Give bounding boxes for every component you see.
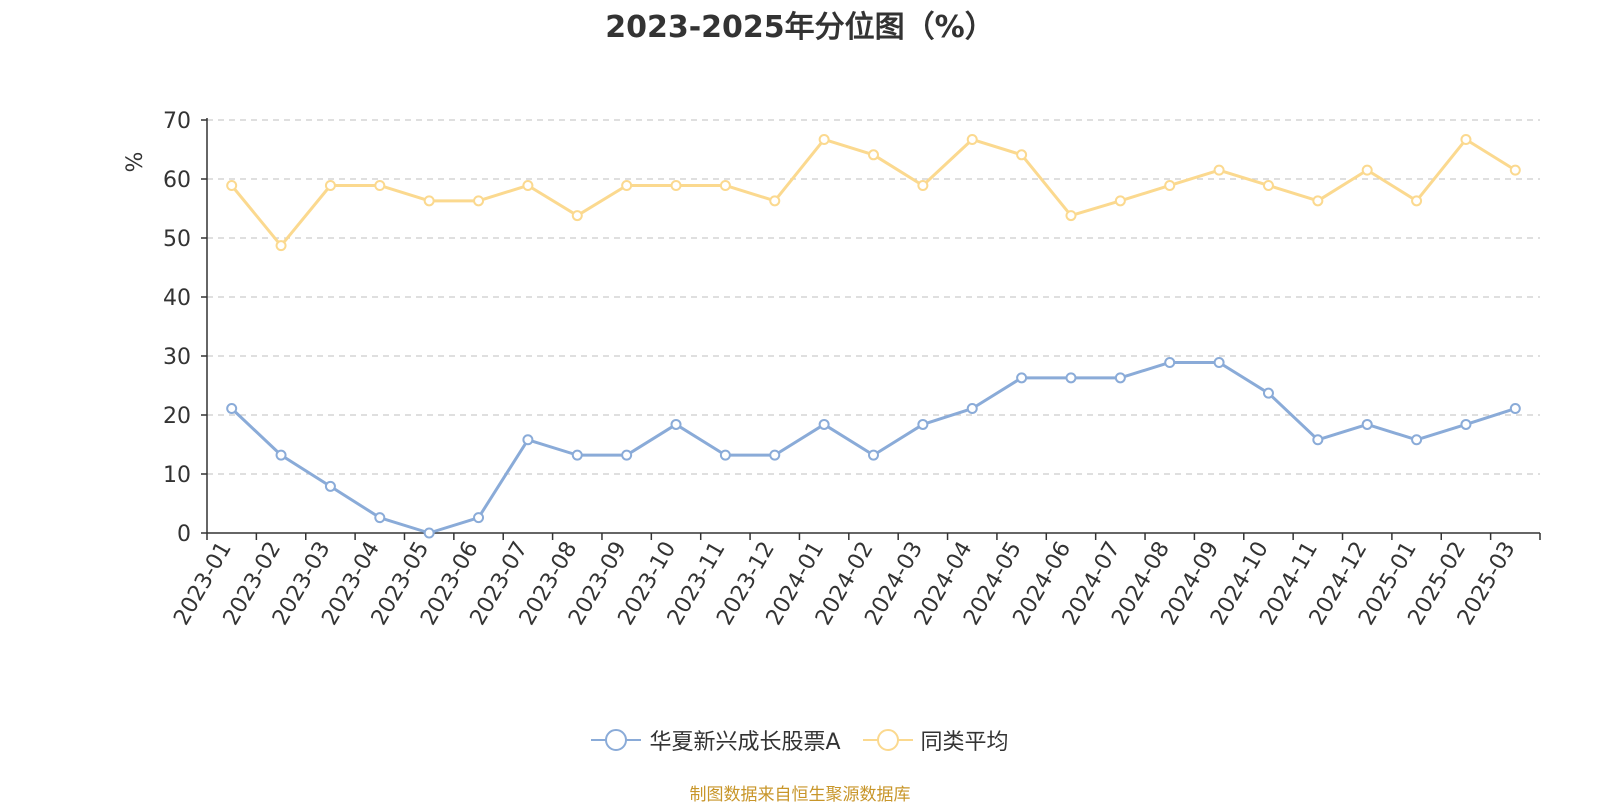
data-point-s0-2023-05[interactable] xyxy=(423,527,435,539)
data-point-s0-2024-04[interactable] xyxy=(966,403,978,415)
data-point-s0-2025-02[interactable] xyxy=(1460,418,1472,430)
data-point-s1-2023-05[interactable] xyxy=(423,195,435,207)
source-note: 制图数据来自恒生聚源数据库 xyxy=(689,785,911,805)
data-point-s0-2023-06[interactable] xyxy=(473,512,485,524)
y-axis-unit-label: % xyxy=(123,152,148,173)
data-point-s1-2023-10[interactable] xyxy=(670,179,682,191)
data-point-s0-2024-05[interactable] xyxy=(1016,372,1028,384)
data-point-s1-2024-12[interactable] xyxy=(1361,164,1373,176)
data-point-s0-2023-04[interactable] xyxy=(374,512,386,524)
data-point-s0-2023-12[interactable] xyxy=(769,449,781,461)
data-point-s1-2024-07[interactable] xyxy=(1114,195,1126,207)
data-point-s0-2024-02[interactable] xyxy=(868,449,879,461)
data-point-s0-2023-10[interactable] xyxy=(670,418,682,430)
data-point-s1-2023-04[interactable] xyxy=(374,179,386,191)
data-point-s0-2023-03[interactable] xyxy=(324,480,336,492)
data-point-s1-2023-03[interactable] xyxy=(324,179,336,191)
legend-label-average: 同类平均 xyxy=(920,730,1009,755)
data-point-s1-2024-10[interactable] xyxy=(1262,179,1274,191)
data-point-s1-2025-01[interactable] xyxy=(1411,195,1423,207)
data-point-s1-2024-01[interactable] xyxy=(818,133,830,145)
series-lines xyxy=(226,133,1521,539)
data-point-s0-2024-01[interactable] xyxy=(818,418,830,430)
y-tick-label-0: 0 xyxy=(177,522,191,547)
data-point-s0-2024-07[interactable] xyxy=(1114,372,1126,384)
data-point-s1-2024-09[interactable] xyxy=(1213,164,1225,176)
grid-lines xyxy=(207,119,1540,475)
data-point-s1-2025-02[interactable] xyxy=(1460,133,1472,145)
data-point-s1-2023-01[interactable] xyxy=(226,179,238,191)
data-point-s0-2023-08[interactable] xyxy=(571,449,583,461)
legend-item-fund[interactable]: 华夏新兴成长股票A xyxy=(591,724,841,756)
data-point-s1-2024-04[interactable] xyxy=(966,133,978,145)
data-point-s0-2024-08[interactable] xyxy=(1164,356,1176,368)
legend-label-fund: 华夏新兴成长股票A xyxy=(649,730,841,755)
data-point-s1-2023-06[interactable] xyxy=(473,195,485,207)
data-point-s0-2023-02[interactable] xyxy=(275,449,287,461)
data-point-s0-2024-03[interactable] xyxy=(917,418,929,430)
legend-marker-average-icon xyxy=(862,729,913,751)
y-tick-label-10: 10 xyxy=(163,463,191,488)
series-line-0 xyxy=(230,360,1516,535)
chart-legend: 华夏新兴成长股票A 同类平均 xyxy=(0,722,1600,758)
chart-title: 2023-2025年分位图（%） xyxy=(605,10,995,45)
data-point-s1-2023-12[interactable] xyxy=(769,195,781,207)
axes: 0102030405060702023-012023-022023-032023… xyxy=(163,109,1541,630)
y-tick-label-60: 60 xyxy=(163,168,191,193)
data-point-s0-2023-07[interactable] xyxy=(522,434,534,446)
data-point-s0-2024-09[interactable] xyxy=(1213,356,1225,368)
data-point-s0-2023-09[interactable] xyxy=(621,449,633,461)
y-tick-label-20: 20 xyxy=(163,404,191,429)
y-tick-label-70: 70 xyxy=(163,109,191,134)
data-point-s1-2025-03[interactable] xyxy=(1509,164,1521,176)
data-point-s0-2024-06[interactable] xyxy=(1065,372,1077,384)
data-point-s0-2023-11[interactable] xyxy=(719,449,731,461)
data-point-s1-2023-09[interactable] xyxy=(621,179,633,191)
y-tick-label-40: 40 xyxy=(163,286,191,311)
data-point-s1-2024-08[interactable] xyxy=(1164,179,1176,191)
data-point-s0-2023-01[interactable] xyxy=(226,403,238,415)
legend-item-average[interactable]: 同类平均 xyxy=(862,724,1009,756)
data-point-s1-2023-08[interactable] xyxy=(571,210,583,222)
data-point-s0-2024-11[interactable] xyxy=(1312,434,1324,446)
data-point-s1-2023-02[interactable] xyxy=(275,240,287,252)
data-point-s1-2024-03[interactable] xyxy=(917,179,929,191)
data-point-s0-2024-10[interactable] xyxy=(1262,387,1274,399)
data-point-s1-2023-11[interactable] xyxy=(719,179,731,191)
data-point-s0-2025-03[interactable] xyxy=(1509,403,1521,415)
data-point-s1-2024-02[interactable] xyxy=(868,149,879,161)
data-point-s1-2024-05[interactable] xyxy=(1016,149,1028,161)
legend-marker-fund-icon xyxy=(591,729,642,751)
data-point-s1-2023-07[interactable] xyxy=(522,179,534,191)
data-point-s0-2024-12[interactable] xyxy=(1361,418,1373,430)
y-tick-label-50: 50 xyxy=(163,227,191,252)
data-point-s1-2024-06[interactable] xyxy=(1065,210,1077,222)
data-point-s1-2024-11[interactable] xyxy=(1312,195,1324,207)
data-point-s0-2025-01[interactable] xyxy=(1411,434,1423,446)
y-tick-label-30: 30 xyxy=(163,345,191,370)
